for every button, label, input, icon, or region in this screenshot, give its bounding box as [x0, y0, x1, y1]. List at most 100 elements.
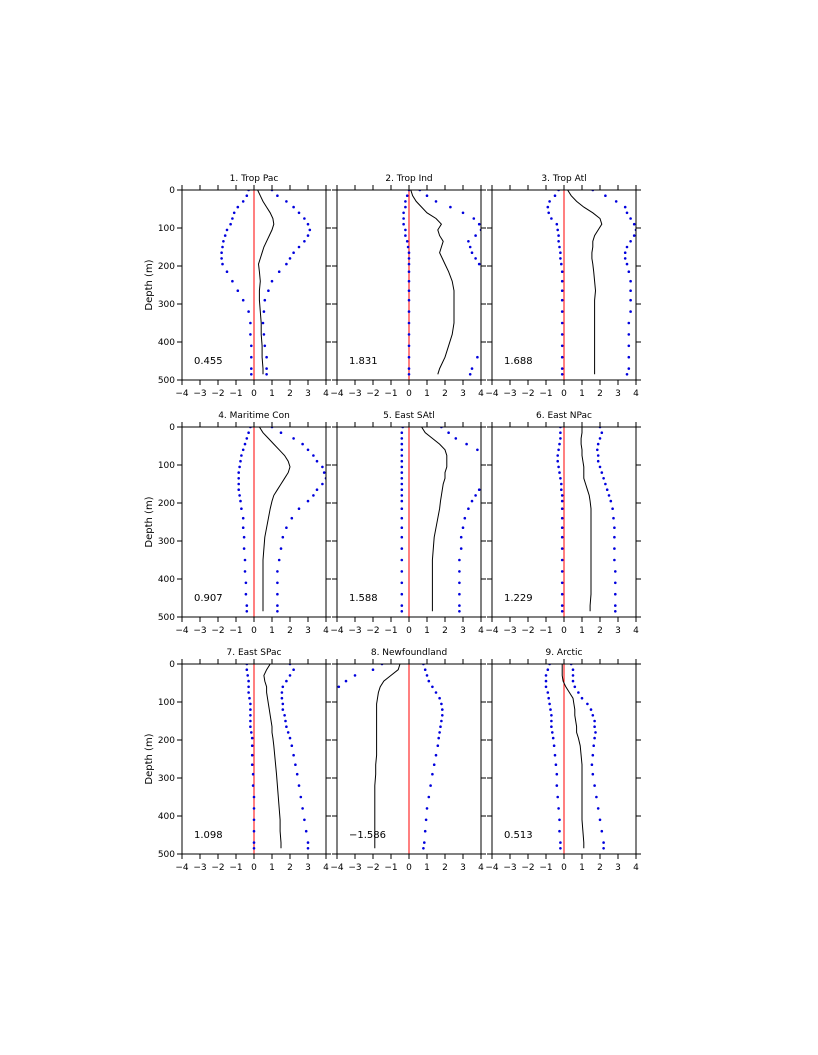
x-tick-label: 1 — [579, 863, 585, 873]
x-tick-label: 0 — [561, 389, 567, 399]
upper-bound-point — [598, 465, 602, 469]
lower-bound-point — [407, 251, 411, 254]
panel-title: 9. Arctic — [545, 648, 582, 658]
upper-bound-point — [279, 547, 283, 550]
lower-bound-point — [344, 679, 348, 683]
upper-bound-point — [474, 494, 477, 497]
lower-bound-point — [549, 708, 552, 711]
lower-bound-point — [223, 234, 227, 237]
upper-bound-point — [494, 322, 497, 325]
lower-bound-point — [318, 847, 321, 850]
x-tick-label: −3 — [503, 863, 516, 873]
x-tick-label: −1 — [229, 626, 242, 636]
upper-bound-point — [281, 708, 285, 711]
lower-bound-point — [251, 772, 255, 776]
lower-bound-point — [557, 240, 560, 243]
upper-bound-point — [461, 211, 465, 215]
lower-bound-point — [400, 516, 404, 520]
upper-bound-point — [482, 483, 485, 486]
upper-bound-point — [458, 581, 461, 585]
lower-bound-point — [547, 211, 550, 215]
x-tick-label: 4 — [323, 626, 329, 636]
lower-bound-point — [557, 465, 560, 469]
lower-bound-point — [407, 270, 411, 274]
upper-bound-point — [483, 345, 486, 348]
lower-bound-point — [559, 847, 562, 850]
upper-bound-point — [440, 719, 443, 723]
x-tick-label: 0 — [251, 389, 257, 399]
mean-profile-line — [258, 427, 291, 612]
lower-bound-point — [229, 222, 232, 226]
lower-bound-point — [558, 245, 561, 249]
lower-bound-point — [400, 581, 404, 585]
x-tick-label: −3 — [193, 863, 206, 873]
lower-bound-point — [546, 691, 550, 694]
upper-bound-point — [571, 668, 575, 671]
upper-bound-point — [447, 431, 450, 435]
lower-bound-point — [556, 454, 559, 457]
upper-bound-point — [470, 367, 474, 370]
upper-bound-point — [423, 668, 427, 671]
lower-bound-point — [407, 298, 411, 302]
y-tick-label: 500 — [158, 613, 175, 623]
panel-6: 6. East NPac −4 −3 −2 −1 0 1 2 3 4 1.229 — [485, 411, 641, 636]
panel-2: 2. Trop Ind −4 −3 −2 −1 0 1 2 3 4 1.831 — [330, 174, 497, 399]
lower-bound-point — [559, 437, 562, 440]
upper-bound-point — [602, 477, 605, 480]
lower-bound-point — [405, 240, 409, 243]
lower-bound-point — [556, 228, 559, 232]
lower-bound-point — [404, 205, 407, 209]
upper-bound-point — [477, 222, 481, 226]
lower-bound-point — [250, 344, 253, 348]
upper-bound-point — [297, 245, 301, 249]
lower-bound-point — [560, 321, 564, 325]
upper-bound-point — [463, 516, 467, 520]
upper-bound-point — [629, 298, 632, 302]
upper-bound-point — [322, 471, 326, 474]
lower-bound-point — [241, 200, 245, 203]
upper-bound-point — [590, 763, 594, 766]
upper-bound-point — [483, 454, 486, 457]
x-tick-label: 1 — [424, 626, 430, 636]
lower-bound-point — [554, 763, 558, 766]
upper-bound-point — [632, 222, 636, 226]
lower-bound-point — [544, 685, 548, 689]
x-tick-label: 1 — [269, 389, 275, 399]
upper-bound-point — [613, 558, 616, 562]
x-tick-label: −4 — [175, 626, 189, 636]
y-tick-label: 200 — [158, 736, 175, 746]
x-tick-label: 2 — [442, 863, 448, 873]
lower-bound-point — [560, 526, 564, 529]
lower-bound-point — [248, 696, 251, 700]
x-tick-label: −4 — [330, 626, 344, 636]
lower-bound-point — [252, 795, 256, 799]
upper-bound-point — [281, 685, 285, 689]
lower-bound-point — [560, 310, 564, 313]
upper-bound-point — [458, 570, 461, 573]
panel-5: 5. East SAtl −4 −3 −2 −1 0 1 2 3 4 1.588 — [330, 411, 490, 636]
lower-bound-point — [407, 310, 411, 313]
upper-bound-point — [487, 460, 490, 463]
upper-bound-point — [434, 753, 438, 757]
lower-bound-point — [404, 228, 407, 232]
upper-bound-point — [285, 526, 288, 529]
lower-bound-point — [400, 499, 404, 503]
lower-bound-point — [557, 234, 560, 237]
upper-bound-point — [321, 465, 324, 469]
lower-bound-point — [407, 355, 411, 359]
panel-value-label: 0.513 — [504, 830, 533, 841]
x-tick-label: 0 — [406, 389, 412, 399]
lower-bound-point — [560, 581, 564, 585]
upper-bound-point — [276, 570, 279, 573]
x-tick-label: 3 — [615, 389, 621, 399]
upper-bound-point — [602, 841, 605, 844]
lower-bound-point — [555, 784, 559, 787]
upper-bound-point — [458, 604, 461, 607]
x-tick-label: −3 — [348, 626, 361, 636]
lower-bound-point — [407, 262, 411, 266]
upper-bound-point — [612, 516, 615, 520]
lower-bound-point — [221, 245, 224, 249]
x-tick-label: 3 — [305, 863, 311, 873]
plot-area — [556, 427, 617, 617]
